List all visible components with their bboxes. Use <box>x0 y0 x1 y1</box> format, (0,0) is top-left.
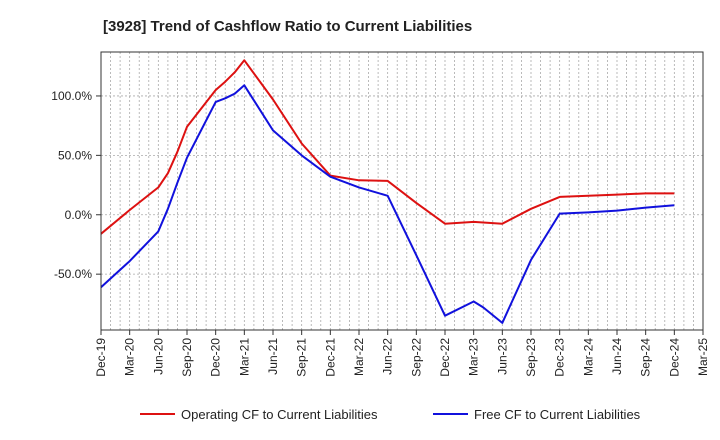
x-tick-label: Mar-25 <box>696 338 710 376</box>
chart-title: [3928] Trend of Cashflow Ratio to Curren… <box>103 18 472 35</box>
x-tick-label: Jun-21 <box>266 338 280 375</box>
x-tick-label: Dec-19 <box>94 338 108 377</box>
x-tick-label: Jun-23 <box>495 338 509 375</box>
series-line-free <box>100 84 675 324</box>
x-axis-ticks: Dec-19 Mar-20 Jun-20 Sep-20 Dec-20 Mar-21 Jun-… <box>94 330 710 377</box>
x-tick-label: Dec-23 <box>553 338 567 377</box>
x-tick-label: Mar-21 <box>237 338 251 376</box>
series-layer <box>100 59 675 324</box>
y-axis-ticks: -50.0% 0.0% 50.0% 100.0% <box>51 89 101 281</box>
y-tick-label: 100.0% <box>51 89 92 103</box>
x-tick-label: Dec-20 <box>209 338 223 377</box>
y-tick-label: 50.0% <box>58 148 92 162</box>
x-tick-label: Dec-22 <box>438 338 452 377</box>
legend-label-operating: Operating CF to Current Liabilities <box>181 407 378 422</box>
y-tick-label: -50.0% <box>54 267 92 281</box>
x-tick-label: Dec-24 <box>667 338 681 377</box>
x-tick-label: Jun-24 <box>610 338 624 375</box>
legend-label-free: Free CF to Current Liabilities <box>474 407 641 422</box>
x-tick-label: Sep-24 <box>639 338 653 377</box>
x-tick-label: Dec-21 <box>323 338 337 377</box>
x-tick-label: Sep-22 <box>409 338 423 377</box>
series-line-operating <box>100 59 675 235</box>
plot-frame <box>100 51 704 331</box>
x-tick-label: Jun-20 <box>151 338 165 375</box>
x-tick-label: Mar-22 <box>352 338 366 376</box>
y-tick-label: 0.0% <box>65 208 93 222</box>
x-tick-label: Mar-20 <box>123 338 137 376</box>
x-tick-label: Sep-20 <box>180 338 194 377</box>
x-tick-label: Sep-23 <box>524 338 538 377</box>
grid <box>101 52 703 330</box>
x-tick-label: Jun-22 <box>381 338 395 375</box>
x-tick-label: Mar-24 <box>581 338 595 376</box>
x-tick-label: Mar-23 <box>467 338 481 376</box>
x-tick-label: Sep-21 <box>295 338 309 377</box>
legend: Operating CF to Current Liabilities Free… <box>140 407 641 422</box>
